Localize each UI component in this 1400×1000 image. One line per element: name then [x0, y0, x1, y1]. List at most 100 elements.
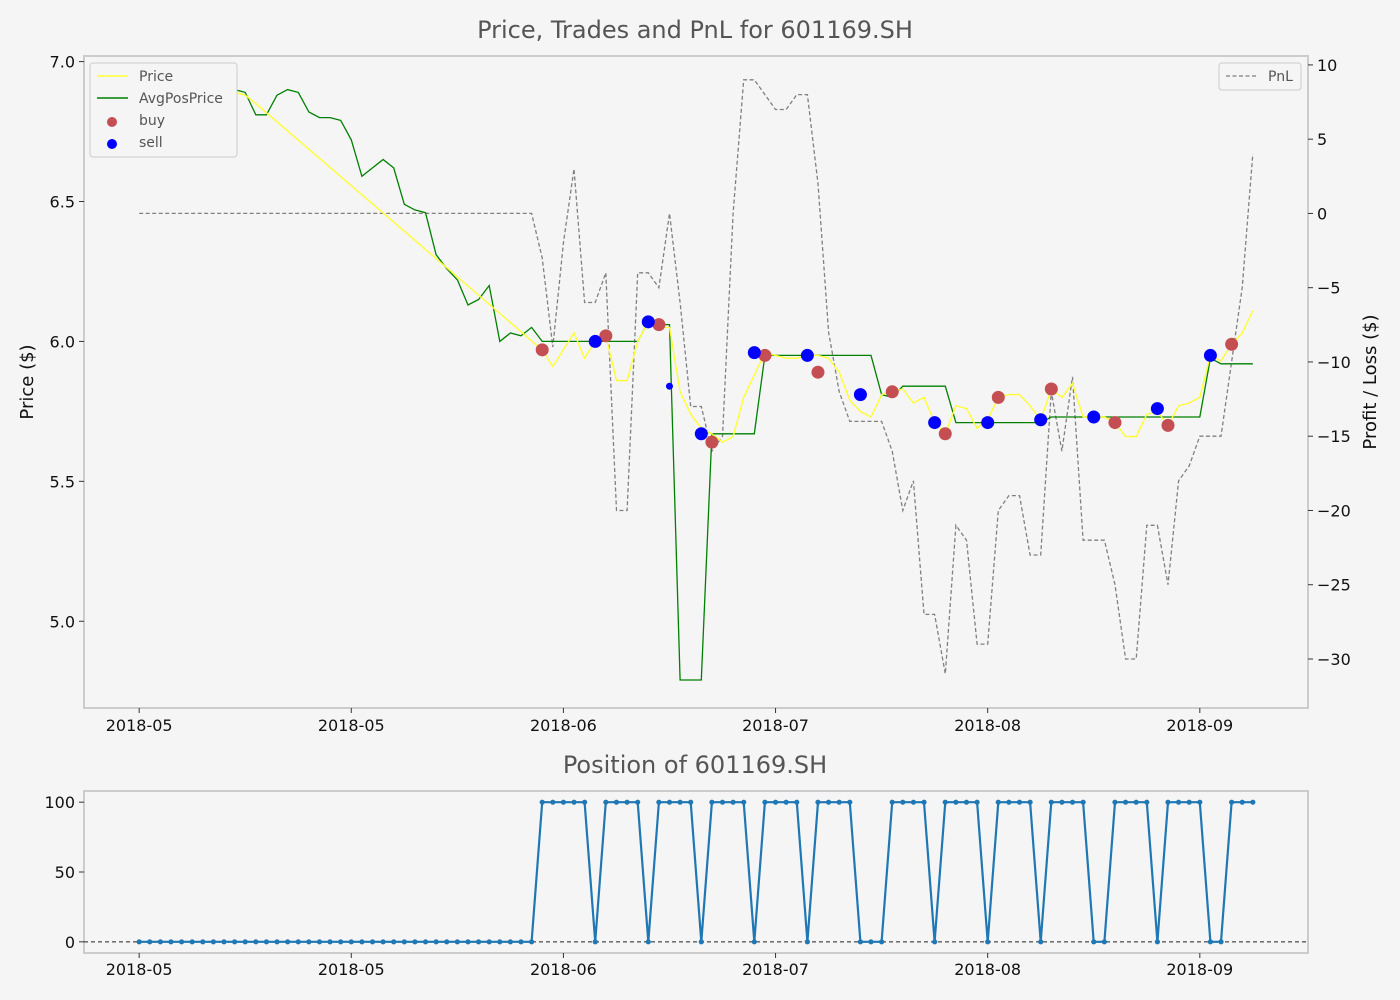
position-point — [1208, 939, 1213, 944]
position-title: Position of 601169.SH — [563, 751, 827, 779]
pnl-tick-label: −20 — [1317, 501, 1351, 520]
position-point — [402, 939, 407, 944]
position-point — [243, 939, 248, 944]
position-point — [794, 800, 799, 805]
position-point — [677, 800, 682, 805]
position-point — [1081, 800, 1086, 805]
legend-sell-swatch — [107, 139, 117, 149]
position-point — [624, 800, 629, 805]
position-point — [232, 939, 237, 944]
position-date-tick-label: 2018-05 — [318, 960, 385, 979]
buy-marker — [705, 436, 718, 449]
position-point — [773, 800, 778, 805]
position-point — [1240, 800, 1245, 805]
position-point — [1155, 939, 1160, 944]
position-point — [444, 939, 449, 944]
sell-marker — [695, 427, 708, 440]
sell-marker — [1204, 349, 1217, 362]
position-point — [137, 939, 142, 944]
date-tick-label: 2018-08 — [954, 716, 1021, 735]
position-point — [847, 800, 852, 805]
position-point — [900, 800, 905, 805]
sell-marker — [589, 335, 602, 348]
buy-marker — [1225, 338, 1238, 351]
position-point — [1006, 800, 1011, 805]
position-point — [996, 800, 1001, 805]
date-tick-label: 2018-05 — [106, 716, 173, 735]
position-point — [964, 800, 969, 805]
position-point — [582, 800, 587, 805]
position-point — [370, 939, 375, 944]
position-point — [1197, 800, 1202, 805]
position-point — [1017, 800, 1022, 805]
sell-marker — [854, 388, 867, 401]
sell-marker — [748, 346, 761, 359]
position-point — [1144, 800, 1149, 805]
buy-marker — [536, 343, 549, 356]
position-date-tick-label: 2018-06 — [530, 960, 597, 979]
position-point — [699, 939, 704, 944]
position-point — [784, 800, 789, 805]
legend-pnl: PnL — [1219, 63, 1301, 90]
position-point — [1250, 800, 1255, 805]
position-point — [1070, 800, 1075, 805]
buy-marker — [811, 366, 824, 379]
position-point — [603, 800, 608, 805]
position-point — [274, 939, 279, 944]
price-axis: 5.0 5.5 6.0 6.5 7.0 — [50, 53, 84, 632]
position-point — [253, 939, 258, 944]
position-point — [550, 800, 555, 805]
legend-pnl-label: PnL — [1268, 69, 1293, 85]
position-date-tick-label: 2018-07 — [742, 960, 809, 979]
position-point — [741, 800, 746, 805]
position-point — [338, 939, 343, 944]
position-point — [953, 800, 958, 805]
position-point — [455, 939, 460, 944]
position-point — [349, 939, 354, 944]
position-point — [1165, 800, 1170, 805]
position-tick-label: 0 — [65, 933, 75, 952]
pnl-axis: −30−25−20−15−10−50510 — [1308, 56, 1351, 669]
position-point — [221, 939, 226, 944]
date-tick-label: 2018-06 — [530, 716, 597, 735]
price-tick-label: 7.0 — [50, 53, 75, 72]
position-point — [911, 800, 916, 805]
legend-price-label: Price — [139, 69, 173, 85]
position-point — [731, 800, 736, 805]
position-point — [1049, 800, 1054, 805]
main-title: Price, Trades and PnL for 601169.SH — [477, 16, 913, 44]
position-point — [752, 939, 757, 944]
position-point — [720, 800, 725, 805]
position-point — [974, 800, 979, 805]
price-tick-label: 6.5 — [50, 193, 75, 212]
date-tick-label: 2018-07 — [742, 716, 809, 735]
position-point — [879, 939, 884, 944]
position-point — [635, 800, 640, 805]
position-point — [826, 800, 831, 805]
pnl-tick-label: −25 — [1317, 576, 1351, 595]
position-point — [1091, 939, 1096, 944]
legend-sell-label: sell — [139, 135, 163, 151]
position-point — [264, 939, 269, 944]
pnl-tick-label: 5 — [1317, 130, 1327, 149]
pnl-axis-label: Profit / Loss ($) — [1360, 314, 1381, 449]
position-point — [540, 800, 545, 805]
legend-buy-label: buy — [139, 113, 165, 129]
position-point — [762, 800, 767, 805]
date-tick-label: 2018-05 — [318, 716, 385, 735]
position-point — [593, 939, 598, 944]
pnl-tick-label: −10 — [1317, 353, 1351, 372]
position-date-axis: 2018-05 2018-05 2018-06 2018-07 2018-08 2018-… — [106, 953, 1234, 979]
buy-marker — [1045, 382, 1058, 395]
position-point — [179, 939, 184, 944]
position-point — [943, 800, 948, 805]
position-point — [815, 800, 820, 805]
position-point — [1176, 800, 1181, 805]
position-point — [317, 939, 322, 944]
position-tick-label: 100 — [44, 793, 75, 812]
buy-marker — [992, 391, 1005, 404]
position-point — [1102, 939, 1107, 944]
position-point — [1134, 800, 1139, 805]
position-point — [465, 939, 470, 944]
